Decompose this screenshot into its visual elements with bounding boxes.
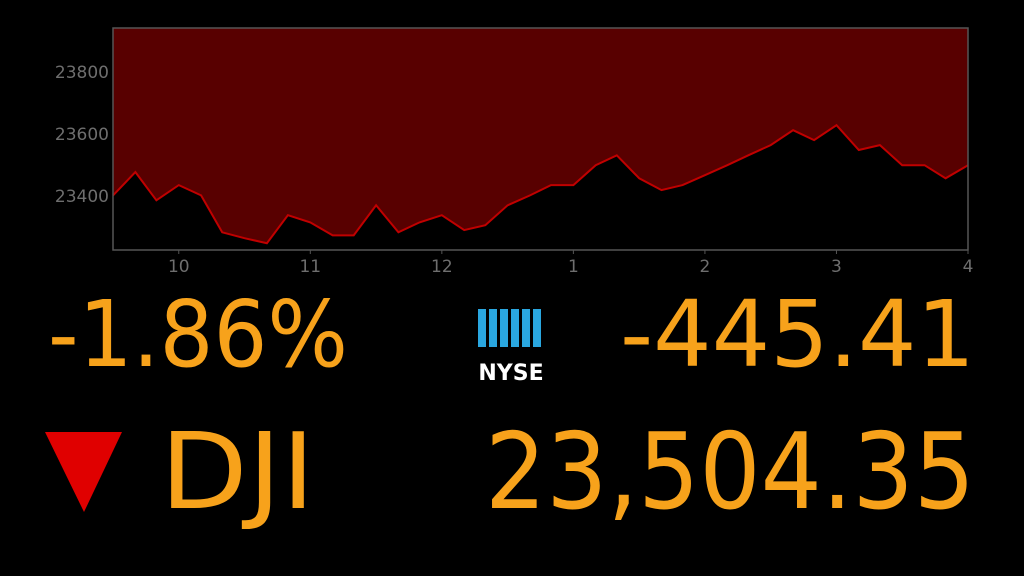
exchange: NYSE xyxy=(478,361,543,386)
x-tick-label: 1 xyxy=(568,257,579,277)
plot-frame xyxy=(112,27,969,251)
y-tick-label: 23600 xyxy=(55,125,109,145)
line xyxy=(112,123,969,245)
nyse-logo: NYSE xyxy=(478,309,544,386)
percent-change: -1.86% xyxy=(48,281,348,388)
x-tick-label: 10 xyxy=(168,257,190,277)
x-tick-label: 3 xyxy=(831,257,842,277)
area xyxy=(113,28,968,244)
down-arrow xyxy=(45,432,122,512)
x-tick-label: 4 xyxy=(963,257,974,277)
x-tick-label: 2 xyxy=(700,257,711,277)
y-tick-label: 23800 xyxy=(55,63,109,83)
symbol: DJI xyxy=(160,411,315,533)
x-tick-label: 12 xyxy=(431,257,453,277)
x-tick-label: 11 xyxy=(299,257,321,277)
point-change: -445.41 xyxy=(620,281,975,388)
y-tick-label: 23400 xyxy=(55,187,109,207)
price: 23,504.35 xyxy=(485,411,975,533)
